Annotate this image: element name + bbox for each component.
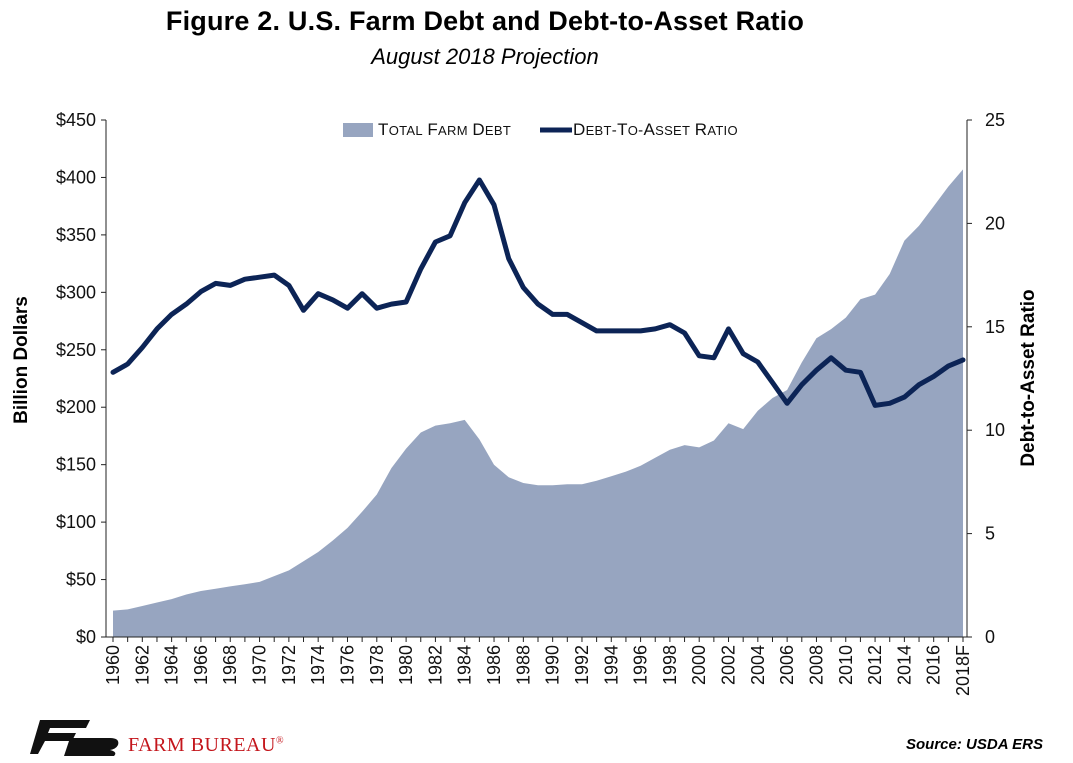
legend-text-part: OTAL bbox=[389, 123, 423, 138]
x-tick-label: 1960 bbox=[103, 645, 123, 685]
x-tick-label: 1998 bbox=[660, 645, 680, 685]
x-tick-label: 1982 bbox=[425, 645, 445, 685]
x-tick-label: 1986 bbox=[484, 645, 504, 685]
y-tick-label-left: $250 bbox=[56, 340, 96, 360]
legend-text-part: EBT bbox=[586, 123, 612, 138]
y-tick-label-left: $150 bbox=[56, 455, 96, 475]
legend-text-part: D bbox=[573, 120, 586, 139]
chart-title: Figure 2. U.S. Farm Debt and Debt-to-Ass… bbox=[165, 6, 805, 36]
legend-text-part: D bbox=[472, 120, 485, 139]
x-tick-label: 2008 bbox=[806, 645, 826, 685]
y-tick-label-left: $200 bbox=[56, 397, 96, 417]
x-tick-label: 2012 bbox=[865, 645, 885, 685]
y-axis-label-right: Debt-to-Asset Ratio bbox=[1018, 289, 1039, 466]
x-tick-label: 1984 bbox=[455, 645, 475, 685]
y-tick-label-left: $400 bbox=[56, 167, 96, 187]
x-tick-label: 2018F bbox=[953, 645, 973, 696]
legend-text-part: A bbox=[643, 120, 655, 139]
x-tick-label: 1972 bbox=[279, 645, 299, 685]
x-tick-label: 2006 bbox=[777, 645, 797, 685]
y-tick-label-right: 10 bbox=[985, 420, 1005, 440]
chart-legend: TOTAL FARM DEBT DEBT-TO-ASSET RATIO bbox=[343, 120, 738, 139]
legend-label-total-farm-debt: TOTAL FARM DEBT bbox=[378, 120, 511, 139]
chart-canvas: $0 $50 $100 $150 $200 $250 $300 $350 $400 $450 0 5 1… bbox=[11, 110, 1039, 696]
brand-registered-mark: ® bbox=[275, 735, 285, 747]
x-tick-label: 1962 bbox=[132, 645, 152, 685]
x-tick-label: 2000 bbox=[689, 645, 709, 685]
ratio-line-layer bbox=[110, 177, 966, 408]
source-note: Source: USDA ERS bbox=[906, 736, 1043, 753]
legend-text-part: - bbox=[638, 122, 643, 139]
legend-text-part: - bbox=[612, 122, 617, 139]
x-tick-label: 1974 bbox=[308, 645, 328, 685]
x-tick-label: 2014 bbox=[894, 645, 914, 685]
legend-text-part: O bbox=[628, 123, 638, 138]
x-tick-label: 1990 bbox=[543, 645, 563, 685]
x-tick-label: 2002 bbox=[719, 645, 739, 685]
x-tick-label: 1992 bbox=[572, 645, 592, 685]
y-tick-label-right: 25 bbox=[985, 110, 1005, 130]
y-tick-label-left: $0 bbox=[76, 627, 96, 647]
legend-text-part: F bbox=[427, 120, 438, 139]
y-tick-label-right: 0 bbox=[985, 627, 995, 647]
farm-bureau-wordmark: FARM BUREAU® bbox=[128, 734, 284, 757]
legend-text-part: ARM bbox=[438, 123, 468, 138]
x-tick-label: 1976 bbox=[338, 645, 358, 685]
legend-text-part: EBT bbox=[485, 123, 511, 138]
x-tick-label: 2016 bbox=[924, 645, 944, 685]
axes-layer: $0 $50 $100 $150 $200 $250 $300 $350 $400 $450 0 5 1… bbox=[56, 110, 1005, 696]
x-tick-label: 1980 bbox=[396, 645, 416, 685]
brand-name: FARM BUREAU bbox=[128, 734, 276, 756]
chart-subtitle: August 2018 Projection bbox=[371, 44, 599, 69]
y-tick-label-left: $350 bbox=[56, 225, 96, 245]
y-tick-label-left: $100 bbox=[56, 512, 96, 532]
y-tick-label-right: 15 bbox=[985, 317, 1005, 337]
legend-text-part: T bbox=[617, 120, 628, 139]
x-tick-label: 2010 bbox=[836, 645, 856, 685]
y-axis-label-left: Billion Dollars bbox=[11, 296, 32, 424]
x-tick-label: 1964 bbox=[162, 645, 182, 685]
legend-text-part: R bbox=[695, 120, 708, 139]
series-line-debt-to-asset-ratio bbox=[110, 177, 966, 408]
farm-bureau-logo-icon bbox=[30, 720, 119, 756]
x-tick-label: 1970 bbox=[250, 645, 270, 685]
legend-text-part: SSET bbox=[655, 123, 690, 138]
x-tick-label: 2004 bbox=[748, 645, 768, 685]
x-tick-label: 1966 bbox=[191, 645, 211, 685]
x-tick-label: 1978 bbox=[367, 645, 387, 685]
y-tick-label-left: $450 bbox=[56, 110, 96, 130]
legend-text-part: T bbox=[378, 120, 389, 139]
x-tick-label: 1996 bbox=[631, 645, 651, 685]
debt-area-layer bbox=[113, 169, 963, 637]
y-tick-label-left: $300 bbox=[56, 282, 96, 302]
legend-label-debt-to-asset-ratio: DEBT-TO-ASSET RATIO bbox=[573, 120, 738, 139]
y-tick-label-right: 20 bbox=[985, 213, 1005, 233]
legend-swatch-total-farm-debt bbox=[343, 123, 373, 137]
series-area-total-farm-debt bbox=[113, 169, 963, 637]
x-tick-label: 1988 bbox=[513, 645, 533, 685]
legend-text-part: ATIO bbox=[707, 123, 738, 138]
y-tick-label-right: 5 bbox=[985, 524, 995, 544]
y-tick-label-left: $50 bbox=[66, 570, 96, 590]
x-tick-label: 1994 bbox=[601, 645, 621, 685]
x-tick-label: 1968 bbox=[220, 645, 240, 685]
